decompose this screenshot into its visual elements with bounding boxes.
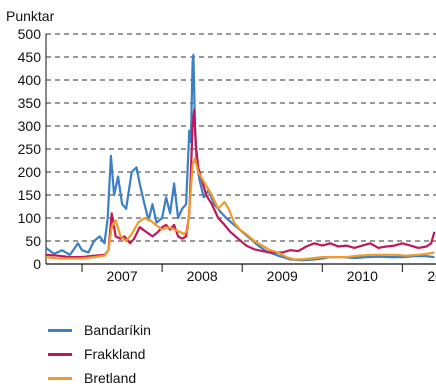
y-tick-label: 200 xyxy=(18,164,42,180)
x-tick-label: 2008 xyxy=(187,268,218,284)
legend-label-bandarikin: Bandaríkin xyxy=(84,322,151,338)
x-axis: 2007 2008 2009 2010 2011 xyxy=(45,34,436,284)
legend-item-bretland: Bretland xyxy=(48,366,151,390)
legend-swatch-frakkland xyxy=(48,352,72,356)
x-tick-label: 2007 xyxy=(106,268,137,284)
y-axis-title: Punktar xyxy=(6,8,55,24)
series-lines xyxy=(45,53,436,262)
legend-item-bandarikin: Bandaríkin xyxy=(48,318,151,342)
legend-swatch-bretland xyxy=(48,376,72,380)
series-line-bandarikin xyxy=(45,53,435,262)
legend-label-frakkland: Frakkland xyxy=(84,346,146,362)
y-tick-label: 50 xyxy=(25,233,41,249)
y-tick-label: 300 xyxy=(18,118,42,134)
grid-lines xyxy=(46,33,436,242)
legend-swatch-bandarikin xyxy=(48,328,72,332)
y-tick-label: 500 xyxy=(18,26,42,42)
y-tick-label: 150 xyxy=(18,187,42,203)
y-tick-label: 450 xyxy=(18,49,42,65)
series-line-bretland xyxy=(45,157,435,261)
legend-item-frakkland: Frakkland xyxy=(48,342,151,366)
y-tick-label: 100 xyxy=(18,210,42,226)
legend: Bandaríkin Frakkland Bretland xyxy=(48,318,151,390)
y-tick-label: 0 xyxy=(33,256,41,272)
y-tick-label: 400 xyxy=(18,72,42,88)
y-axis-ticks: 0 50 100 150 200 250 300 350 400 450 500 xyxy=(18,26,42,272)
legend-label-bretland: Bretland xyxy=(84,370,137,386)
x-tick-label: 2011 xyxy=(427,268,436,284)
x-tick-label: 2009 xyxy=(267,268,298,284)
y-tick-label: 250 xyxy=(18,141,42,157)
y-tick-label: 350 xyxy=(18,95,42,111)
x-tick-label: 2010 xyxy=(347,268,378,284)
series-line-frakkland xyxy=(45,108,436,259)
